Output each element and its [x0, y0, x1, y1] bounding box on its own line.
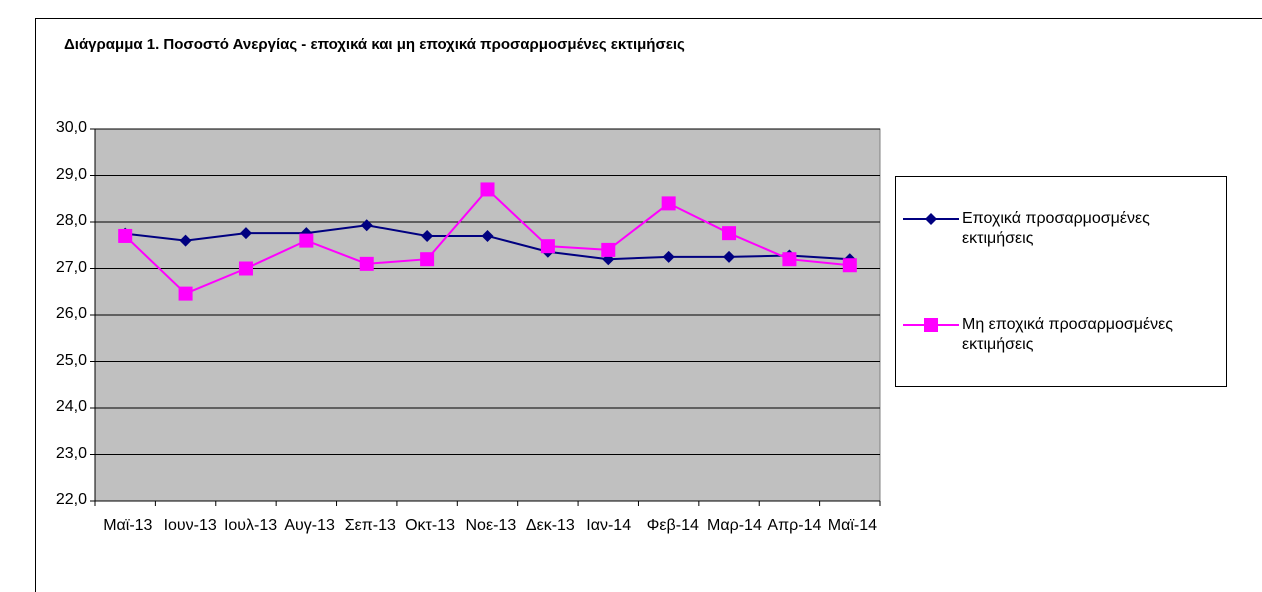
marker — [178, 286, 193, 301]
marker — [118, 228, 133, 243]
marker — [360, 219, 373, 232]
legend-label: Εποχικά προσαρμοσμένες εκτιμήσεις — [962, 210, 1150, 247]
legend-symbol — [903, 318, 959, 332]
x-tick-label: Μαϊ-13 — [103, 517, 153, 534]
x-tick-label: Απρ-14 — [767, 517, 822, 534]
y-tick-label: 24,0 — [55, 398, 87, 415]
y-tick-label: 27,0 — [55, 258, 87, 276]
series — [118, 182, 857, 301]
marker — [359, 256, 374, 271]
marker — [239, 227, 252, 240]
marker — [299, 233, 314, 248]
marker — [661, 196, 676, 211]
y-tick-label: 25,0 — [55, 351, 87, 369]
y-tick-label: 26,0 — [55, 305, 87, 322]
x-tick-label: Νοε-13 — [465, 517, 517, 534]
marker — [722, 226, 737, 241]
y-tick-label: 30,0 — [55, 119, 87, 136]
marker — [662, 250, 675, 263]
y-tick-label: 22,0 — [55, 491, 87, 508]
y-tick-label: 28,0 — [55, 212, 87, 229]
marker — [723, 250, 736, 263]
marker — [925, 213, 937, 225]
marker — [924, 318, 938, 332]
marker — [420, 252, 435, 267]
y-tick-label: 29,0 — [55, 165, 87, 183]
chart-title: Διάγραμμα 1. Ποσοστό Ανεργίας - εποχικά … — [64, 36, 685, 53]
x-tick-label: Οκτ-13 — [405, 517, 455, 534]
legend: Εποχικά προσαρμοσμένες εκτιμήσεις Μη εποχ… — [895, 176, 1227, 387]
marker — [481, 229, 494, 242]
x-tick-label: Μαρ-14 — [707, 517, 762, 534]
x-tick-label: Μαϊ-14 — [827, 517, 878, 534]
marker — [238, 261, 253, 276]
marker — [842, 258, 857, 273]
x-tick-label: Δεκ-13 — [525, 517, 575, 534]
marker — [480, 182, 495, 197]
x-tick-label: Ιουλ-13 — [223, 517, 278, 534]
marker — [601, 242, 616, 257]
y-tick-label: 23,0 — [55, 444, 87, 462]
x-tick-label: Ιουν-13 — [163, 517, 217, 534]
marker — [782, 252, 797, 267]
marker — [421, 229, 434, 242]
legend-label: Μη εποχικά προσαρμοσμένες εκτιμήσεις — [962, 316, 1173, 353]
x-tick-label: Σεπ-13 — [344, 517, 396, 534]
marker — [179, 234, 192, 247]
x-tick-label: Ιαν-14 — [586, 517, 632, 534]
chart-frame — [35, 18, 1262, 592]
x-tick-label: Φεβ-14 — [646, 517, 699, 534]
legend-symbol — [903, 213, 959, 225]
marker — [540, 239, 555, 254]
x-tick-label: Αυγ-13 — [284, 517, 335, 534]
